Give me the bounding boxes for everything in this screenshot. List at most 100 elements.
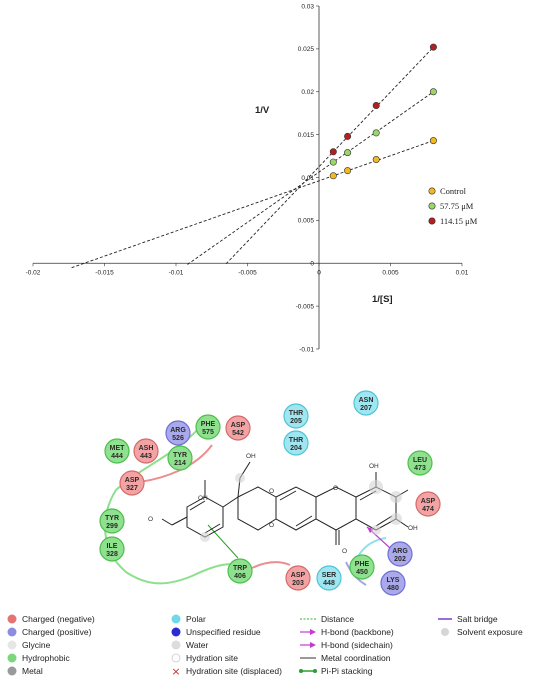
residue-bubble	[283, 430, 309, 456]
data-point-series-2	[372, 101, 380, 109]
residue-name: ASP	[291, 572, 306, 579]
y-tick-label: -0.01	[299, 346, 314, 353]
residue-number: 542	[232, 430, 244, 437]
y-tick-label: -0.005	[296, 303, 315, 310]
residue-bubble	[349, 554, 375, 580]
pi-pi-stacking-line	[207, 524, 239, 559]
residue-bubble	[407, 450, 433, 476]
residue-number: 474	[422, 506, 434, 513]
legend-entry: Metal coordination	[321, 653, 391, 663]
x-tick-label: 0.005	[382, 269, 399, 276]
legend-marker	[428, 187, 436, 195]
legend-entry: Unspecified residue	[186, 627, 261, 637]
data-point-series-2	[329, 148, 337, 156]
residue-name: TYR	[105, 515, 119, 522]
pocket-outline-red-2	[251, 561, 291, 569]
residue-bubble	[387, 541, 413, 567]
residue-number: 327	[126, 485, 138, 492]
solvent-exposure-halos	[200, 473, 402, 542]
y-tick-label: 0.03	[301, 3, 314, 10]
legend-entry: Polar	[186, 614, 206, 624]
y-tick-label: 0.025	[298, 46, 315, 53]
residue-number: 207	[360, 405, 372, 412]
legend-entry: Hydration site (displaced)	[186, 666, 282, 676]
y-tick-label: 0.005	[298, 218, 315, 225]
legend-marker	[428, 202, 436, 210]
atom-label-o-ring-2: O	[269, 522, 274, 529]
ligand-structure	[161, 461, 409, 545]
residue-bubble	[195, 414, 221, 440]
legend-swatch	[171, 614, 181, 624]
legend-label: Control	[440, 186, 467, 196]
y-axis-label: 1/V	[255, 105, 270, 116]
residue-name: ARG	[392, 548, 408, 555]
residue-number: 214	[174, 460, 186, 467]
legend-entry: H-bond (backbone)	[321, 627, 394, 637]
pocket-outline-left	[104, 426, 249, 585]
residue-name: ILE	[107, 543, 118, 550]
atom-label-oh-1: OH	[198, 495, 208, 502]
x-tick-label: -0.015	[95, 269, 114, 276]
residue-number: 448	[323, 580, 335, 587]
fit-lines	[71, 46, 434, 269]
atom-label-oh-3: OH	[369, 463, 379, 470]
data-point-series-1	[344, 149, 352, 157]
legend-entry: Charged (positive)	[22, 627, 92, 637]
residue-number: 204	[290, 445, 302, 452]
residue-bubble	[167, 445, 193, 471]
residue-name: PHE	[355, 561, 370, 568]
y-tick-label: 0	[310, 261, 314, 268]
legend-swatch	[7, 640, 17, 650]
residue-bubble	[285, 565, 311, 591]
residue-name: TYR	[173, 452, 187, 459]
data-points	[329, 43, 437, 180]
legend-entry: Hydration site	[186, 653, 238, 663]
legend-entry: Charged (negative)	[22, 614, 95, 624]
legend-swatch	[171, 640, 181, 650]
legend-label: 114.15 μM	[440, 216, 478, 226]
residue-name: ASN	[359, 397, 374, 404]
interaction-legend: Charged (negative) Charged (positive) Glyc…	[7, 614, 523, 678]
atom-label-o-carbonyl: O	[342, 548, 347, 555]
lineweaver-burk-chart: -0.02 -0.015 -0.01 -0.005 0 0.005 0.01 0.03 0.02…	[26, 3, 478, 353]
legend-entry: Metal	[22, 666, 43, 676]
residue-number: 203	[292, 580, 304, 587]
legend-dot	[313, 669, 317, 673]
data-point-series-1	[372, 129, 380, 137]
residue-bubble	[165, 420, 191, 446]
residue-name: PHE	[201, 421, 216, 428]
residue-number: 473	[414, 465, 426, 472]
residue-bubble	[415, 491, 441, 517]
residue-name: ASP	[421, 498, 436, 505]
residue-name: ASP	[231, 422, 246, 429]
atom-label-oh-4: OH	[408, 525, 418, 532]
residue-bubble	[227, 558, 253, 584]
residue-number: 480	[387, 585, 399, 592]
residue-number: 202	[394, 556, 406, 563]
residue-number: 328	[106, 551, 118, 558]
fit-line-series-2	[225, 46, 434, 265]
legend-entry: Water	[186, 640, 209, 650]
legend-label: 57.75 μM	[440, 201, 474, 211]
residue-bubble	[104, 438, 130, 464]
residue-number: 450	[356, 569, 368, 576]
atom-label-o-ring-1: O	[269, 488, 274, 495]
chart-ticks: -0.02 -0.015 -0.01 -0.005 0 0.005 0.01 0.03 0.02…	[26, 3, 469, 353]
data-point-series-0	[372, 155, 380, 163]
